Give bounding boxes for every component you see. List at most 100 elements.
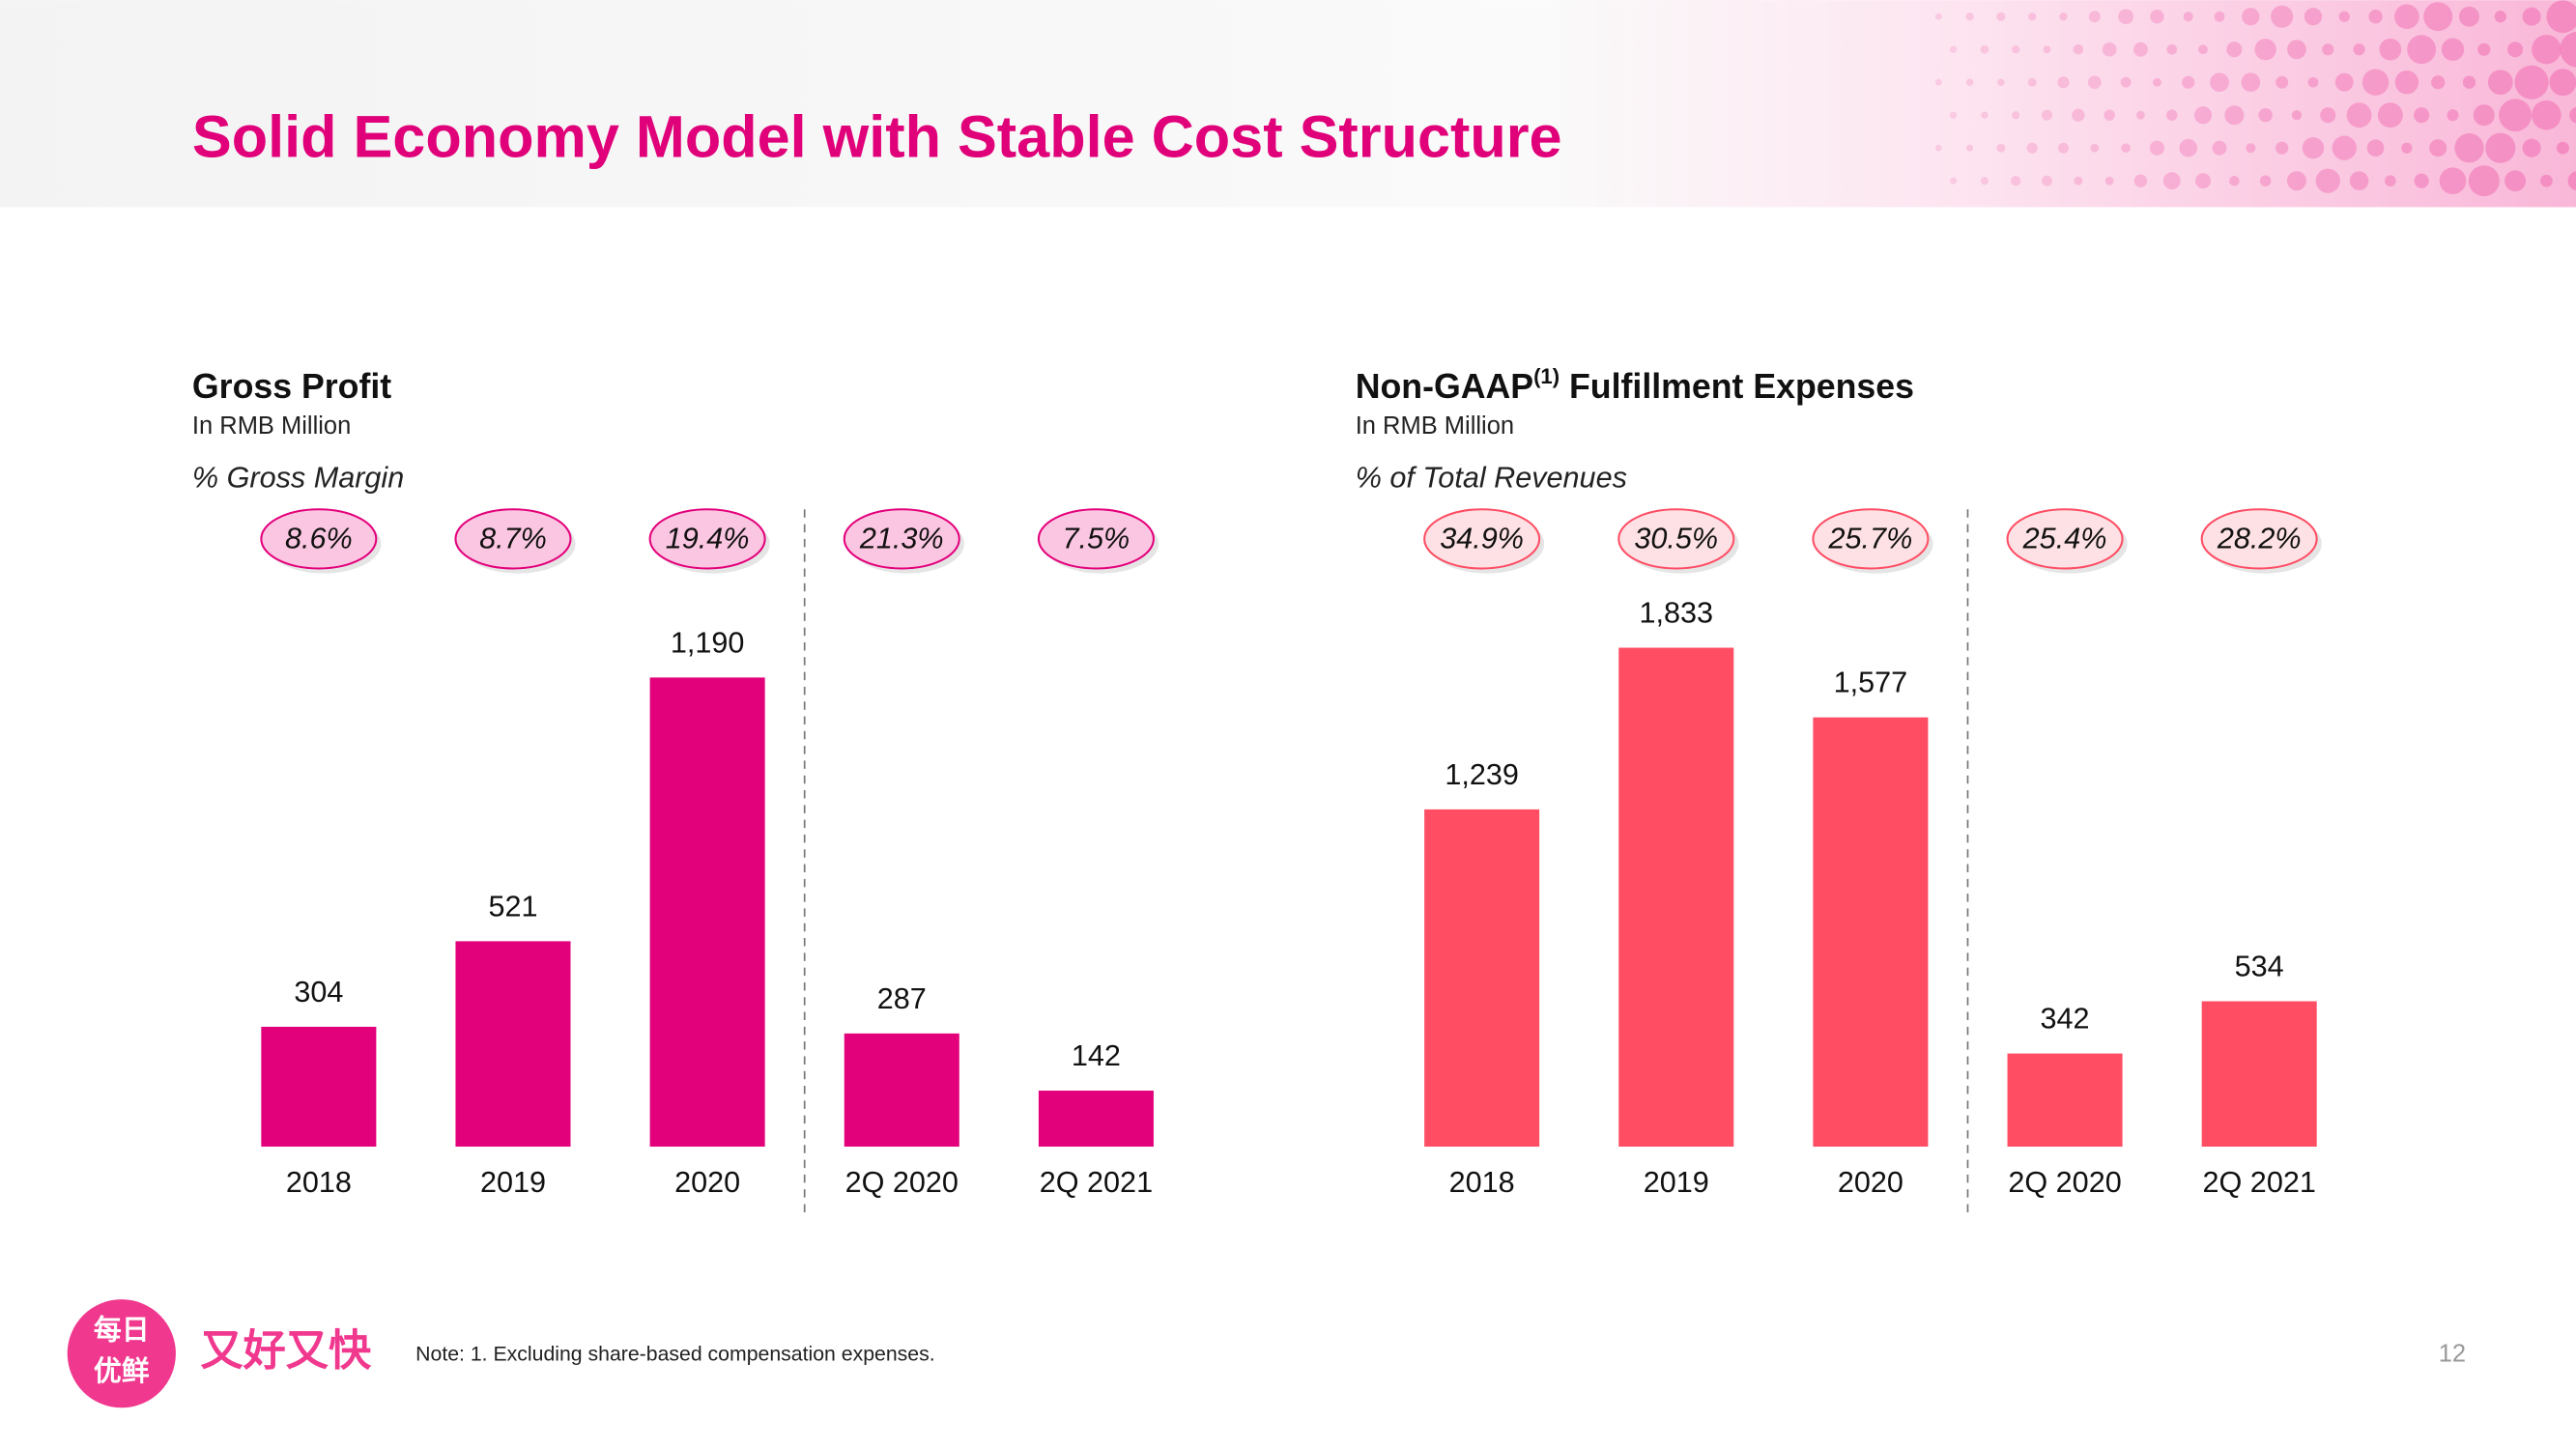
dot — [2043, 45, 2051, 54]
x-tick-label: 2018 — [286, 1166, 352, 1199]
bar — [1424, 809, 1540, 1147]
dot — [2507, 42, 2524, 58]
dot — [2121, 143, 2131, 154]
ratio-label: 25.7% — [1828, 523, 1913, 555]
x-tick-label: 2020 — [1838, 1166, 1903, 1199]
dot — [2447, 109, 2459, 122]
dot — [2152, 77, 2161, 87]
dot — [2401, 142, 2413, 154]
ratio-bubble — [1812, 508, 1930, 570]
dot — [2136, 110, 2145, 120]
value-label: 534 — [2235, 951, 2284, 983]
ratio-label: 34.9% — [1440, 523, 1524, 555]
dot — [2212, 140, 2227, 156]
bar — [1813, 717, 1929, 1147]
title-part: Non-GAAP — [1356, 368, 1533, 407]
dot — [2088, 11, 2101, 23]
dot — [1966, 144, 1974, 152]
ratio-label: 25.4% — [2022, 523, 2107, 555]
dot — [2522, 138, 2541, 157]
dot — [1965, 13, 1974, 21]
ratio-title: % of Total Revenues — [1356, 462, 1627, 495]
ratio-bubble — [2006, 508, 2124, 570]
ratio-label: 7.5% — [1063, 523, 1131, 555]
ratio-bubble — [1037, 508, 1155, 570]
dot — [2549, 69, 2576, 97]
bar — [844, 1033, 959, 1147]
value-label: 1,190 — [671, 626, 745, 659]
dot — [2414, 107, 2430, 124]
dot — [2275, 75, 2289, 89]
dot — [2315, 168, 2340, 193]
chart-subtitle: In RMB Million — [192, 412, 351, 440]
dot — [2012, 45, 2020, 54]
ratio-label: 28.2% — [2217, 523, 2302, 555]
dot — [2042, 175, 2052, 186]
dot — [1965, 78, 1974, 87]
title-part: Gross Profit — [192, 368, 391, 407]
dot — [2027, 77, 2037, 87]
slide-title: Solid Economy Model with Stable Cost Str… — [192, 104, 1562, 170]
dot — [2242, 8, 2260, 26]
dot — [2010, 175, 2021, 186]
dot — [2275, 141, 2289, 155]
dot — [1980, 44, 1989, 54]
dot — [2118, 9, 2134, 25]
bar — [2007, 1053, 2123, 1147]
bar — [2201, 1001, 2317, 1147]
dot — [1996, 143, 2006, 153]
x-tick-label: 2020 — [674, 1166, 740, 1199]
dot — [2454, 133, 2484, 163]
ratio-label: 8.7% — [479, 523, 547, 555]
dot — [2286, 171, 2306, 191]
dot — [2059, 13, 2068, 21]
ratio-bubble — [2200, 508, 2318, 570]
dot — [2379, 38, 2402, 61]
x-tick-label: 2Q 2021 — [2203, 1166, 2316, 1199]
dot — [2304, 8, 2323, 26]
dot — [2120, 76, 2132, 88]
bar — [455, 941, 571, 1147]
value-label: 521 — [488, 890, 537, 923]
ratio-bubble — [1423, 508, 1541, 570]
dot — [1934, 13, 1942, 20]
x-tick-label: 2019 — [480, 1166, 546, 1199]
value-label: 342 — [2041, 1003, 2090, 1036]
dot — [2133, 174, 2148, 187]
header-decoration — [1934, 0, 2576, 197]
dot — [2198, 44, 2208, 55]
x-tick-label: 2Q 2020 — [845, 1166, 959, 1199]
ratio-label: 21.3% — [859, 523, 944, 555]
dot — [1997, 78, 2005, 86]
dot — [2058, 142, 2069, 154]
dot — [2182, 75, 2195, 89]
dot — [2431, 75, 2446, 90]
bar — [649, 677, 765, 1147]
dot — [2028, 13, 2037, 21]
dot — [2353, 43, 2365, 56]
dot — [2429, 139, 2447, 157]
dot — [2459, 6, 2479, 27]
ratio-label: 8.6% — [285, 523, 353, 555]
dot — [2423, 2, 2453, 32]
dot — [2074, 176, 2083, 185]
dot — [1996, 12, 2006, 21]
dot — [2026, 142, 2038, 154]
dot — [1934, 78, 1942, 86]
chart-title: Non-GAAP(1) Fulfillment Expenses — [1356, 364, 1914, 406]
dot — [2441, 38, 2465, 61]
dot — [2346, 102, 2372, 128]
dot — [2487, 70, 2513, 96]
dot — [2332, 135, 2357, 160]
dot — [2322, 43, 2334, 56]
dot — [2485, 132, 2516, 163]
dot — [2149, 140, 2165, 156]
dot — [2287, 40, 2306, 60]
bar — [1038, 1091, 1154, 1147]
dot — [2258, 108, 2273, 123]
dot — [1934, 144, 1942, 152]
dot — [2302, 137, 2325, 159]
ratio-bubble — [260, 508, 378, 570]
dot — [2104, 176, 2114, 185]
